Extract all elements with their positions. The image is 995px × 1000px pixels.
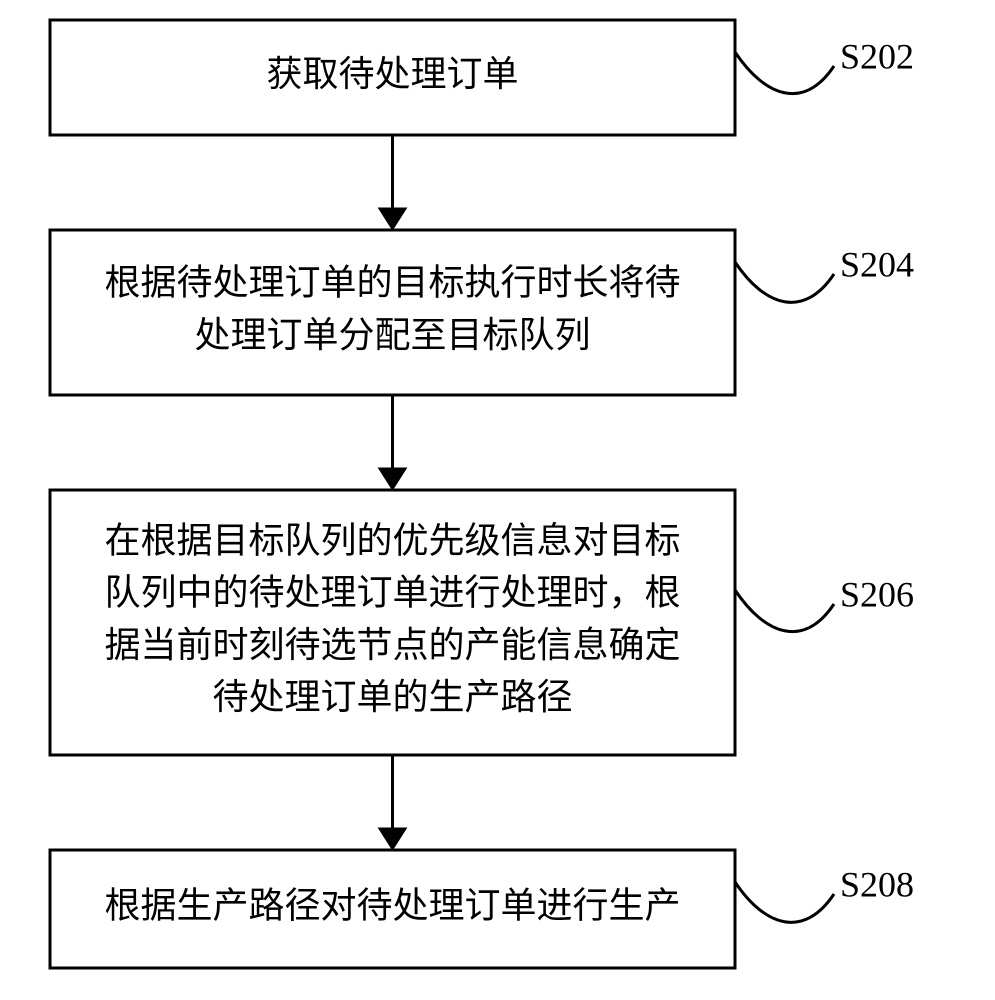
flow-step-text: 待处理订单的生产路径	[212, 677, 572, 717]
flow-step-text: 队列中的待处理订单进行处理时，根	[104, 573, 680, 613]
callout-line	[735, 52, 834, 94]
flow-step: 根据待处理订单的目标执行时长将待处理订单分配至目标队列 S204	[50, 230, 914, 395]
flow-step-text: 根据生产路径对待处理订单进行生产	[104, 885, 680, 925]
flow-step-box	[50, 230, 735, 395]
flow-step-text: 在根据目标队列的优先级信息对目标	[104, 520, 680, 560]
step-label: S202	[840, 36, 914, 76]
flow-step: 在根据目标队列的优先级信息对目标队列中的待处理订单进行处理时，根据当前时刻待选节…	[50, 490, 914, 755]
step-label: S206	[840, 574, 914, 614]
flow-step-text: 根据待处理订单的目标执行时长将待	[104, 263, 680, 303]
flow-step-text: 处理订单分配至目标队列	[194, 315, 590, 355]
flow-step-text: 获取待处理订单	[266, 54, 518, 94]
arrowhead-icon	[379, 828, 407, 850]
flow-step: 根据生产路径对待处理订单进行生产 S208	[50, 850, 914, 968]
arrowhead-icon	[379, 208, 407, 230]
callout-line	[735, 882, 834, 922]
flow-step: 获取待处理订单 S202	[50, 20, 914, 135]
step-label: S204	[840, 244, 914, 284]
flow-step-text: 据当前时刻待选节点的产能信息确定	[104, 625, 680, 665]
callout-line	[735, 590, 834, 632]
callout-line	[735, 262, 834, 302]
arrowhead-icon	[379, 468, 407, 490]
step-label: S208	[840, 864, 914, 904]
